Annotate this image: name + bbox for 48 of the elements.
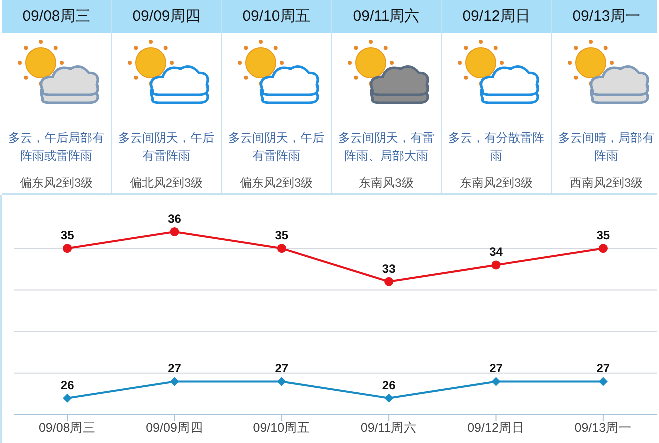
- data-label: 27: [596, 362, 610, 376]
- text: 东南风2到3级: [458, 175, 534, 192]
- data-label: 27: [275, 362, 289, 376]
- text: 多云间晴，局部有阵雨: [558, 130, 656, 165]
- point: [598, 377, 608, 386]
- point: [63, 244, 72, 254]
- category-label: 09/12周日: [468, 420, 525, 435]
- data-label: 34: [490, 245, 504, 260]
- point: [384, 394, 394, 403]
- text: 偏北风2到3级: [128, 175, 204, 192]
- category-label: 09/09周四: [146, 420, 204, 435]
- x-tick-label: 09/08周三: [2, 0, 111, 33]
- text: 偏东风2到3级: [18, 175, 94, 192]
- point: [170, 227, 180, 236]
- text: 偏东风2到3级: [238, 175, 314, 192]
- x-tick-label: 09/09周四: [112, 0, 221, 33]
- x-tick-label: 09/13周一: [552, 0, 659, 33]
- text: 多云间阴天，午后有雷阵雨: [118, 130, 216, 165]
- point: [492, 377, 501, 386]
- x-tick-label: 09/12周日: [442, 0, 551, 33]
- point: [277, 244, 286, 254]
- x-tick-label: 09/10周五: [222, 0, 331, 33]
- data-label: 26: [60, 378, 75, 392]
- text: 西南风2到3级: [568, 175, 644, 192]
- x-tick-label: 09/11周六: [332, 0, 441, 33]
- category-label: 09/08周三: [38, 420, 96, 435]
- point: [170, 377, 180, 386]
- data-label: 27: [490, 362, 504, 376]
- data-label: 27: [168, 362, 182, 376]
- data-label: 36: [168, 212, 182, 226]
- data-label: 35: [60, 228, 75, 243]
- point: [277, 377, 286, 386]
- point: [598, 244, 608, 254]
- data-label: 33: [382, 262, 396, 276]
- point: [384, 277, 394, 286]
- text: 多云间阴天，午后有雷阵雨: [228, 130, 326, 165]
- category-label: 09/13周一: [574, 420, 632, 435]
- text: 多云，午后局部有阵雨或雷阵雨: [8, 130, 106, 165]
- data-label: 26: [382, 378, 396, 392]
- data-label: 35: [275, 228, 289, 243]
- category-label: 09/11周六: [360, 420, 418, 435]
- text: 东南风3级: [358, 175, 415, 192]
- text: 多云，有分散雷阵雨: [448, 130, 546, 165]
- category-label: 09/10周五: [253, 420, 311, 435]
- data-label: 35: [596, 228, 610, 243]
- point: [492, 260, 501, 270]
- text: 多云间阴天，有雷阵雨、局部大雨: [338, 130, 436, 165]
- point: [63, 394, 72, 403]
